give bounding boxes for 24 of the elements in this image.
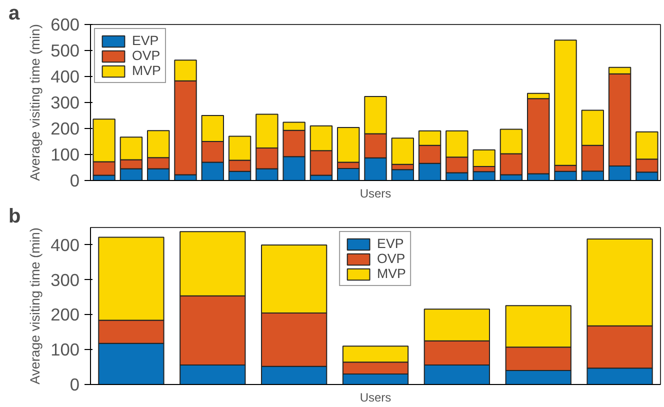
y-tick-label: 200 (50, 118, 80, 138)
y-tick-label: 0 (70, 374, 80, 394)
legend-label: EVP (377, 236, 404, 251)
legend-label: MVP (377, 266, 406, 281)
y-tick-label: 300 (50, 270, 80, 290)
legend-label: MVP (132, 63, 161, 78)
chart-title: b (8, 206, 21, 228)
y-tick-label: 500 (50, 40, 80, 60)
legend-label: EVP (132, 33, 159, 48)
y-axis-title: Average visiting time (min) (28, 24, 43, 181)
y-tick-label: 400 (50, 234, 80, 255)
chart-title: a (8, 2, 20, 24)
y-tick-label: 100 (50, 340, 80, 360)
y-tick-label: 300 (50, 92, 80, 112)
y-axis-title: Average visiting time (min) (28, 228, 43, 384)
x-axis-title: Users (360, 390, 392, 404)
y-tick-label: 100 (50, 144, 80, 164)
y-tick-label: 600 (50, 14, 80, 34)
y-tick-label: 200 (50, 304, 80, 325)
legend-label: OVP (377, 251, 406, 266)
legend-label: OVP (132, 48, 160, 63)
x-axis-title: Users (360, 186, 392, 200)
y-tick-label: 400 (50, 66, 80, 86)
y-tick-label: 0 (70, 170, 80, 190)
